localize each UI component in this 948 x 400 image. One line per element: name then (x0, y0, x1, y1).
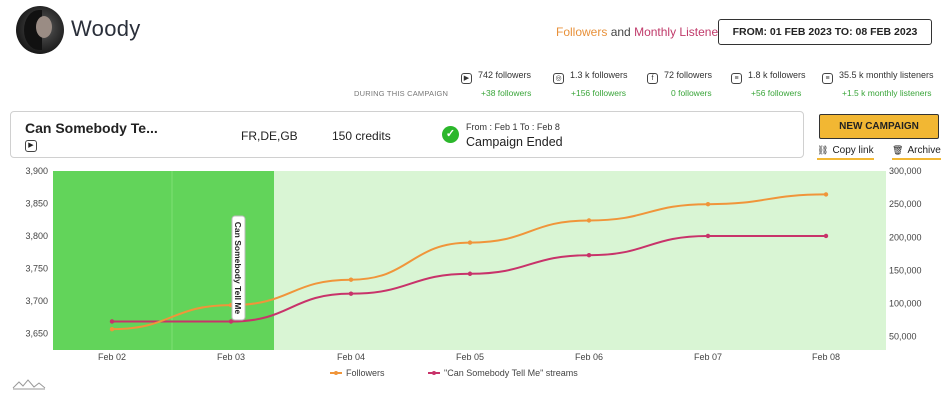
stat-spotify: ≡ 1.8 k followers +56 followers (731, 70, 806, 98)
during-campaign-label: DURING THIS CAMPAIGN (354, 89, 449, 98)
archive-label: Archive (907, 145, 941, 156)
y-left-tick-label: 3,850 (25, 199, 48, 209)
campaign-annotation: Can Somebody Tell Me (231, 215, 246, 321)
youtube-icon: ▶ (461, 73, 472, 84)
stat-delta: +1.5 k monthly listeners (842, 88, 932, 98)
trash-icon: 🗑 (892, 145, 904, 155)
archive-button[interactable]: 🗑 Archive (892, 145, 941, 160)
legend-and: and (610, 25, 631, 39)
stat-value: 72 followers (664, 70, 713, 80)
artist-name: Woody (71, 16, 141, 41)
new-campaign-button[interactable]: NEW CAMPAIGN (819, 114, 939, 139)
youtube-icon: ▶ (25, 140, 37, 152)
followers-point (348, 277, 354, 282)
campaign-card[interactable]: Can Somebody Te... ▶ FR,DE,GB 150 credit… (10, 111, 804, 158)
spotify-icon: ≡ (731, 73, 742, 84)
followers-point (705, 201, 711, 207)
streams-point (467, 271, 473, 276)
copy-link-button[interactable]: ⛓ Copy link (817, 145, 874, 160)
legend-streams-label: "Can Somebody Tell Me" streams (444, 368, 578, 378)
stat-monthly-listeners: ≡ 35.5 k monthly listeners +1.5 k monthly… (822, 70, 934, 98)
stat-value: 742 followers (478, 70, 532, 80)
stat-delta: 0 followers (671, 88, 712, 98)
y-right-tick-label: 50,000 (889, 332, 917, 342)
stat-value: 1.8 k followers (748, 70, 806, 80)
followers-point (109, 326, 115, 332)
y-left-tick-label: 3,800 (25, 231, 48, 241)
y-right-tick-label: 100,000 (889, 299, 922, 309)
x-tick-label: Feb 05 (456, 352, 484, 362)
y-left-tick-label: 3,700 (25, 296, 48, 306)
x-tick-label: Feb 02 (98, 352, 126, 362)
instagram-icon: ◎ (553, 73, 564, 84)
x-tick-label: Feb 04 (337, 352, 365, 362)
campaign-chart: 3,650 3,700 3,750 3,800 3,850 3,900 50,000 100,… (25, 166, 922, 378)
x-tick-label: Feb 03 (217, 352, 245, 362)
streams-point (705, 233, 711, 239)
metric-legend: Followers and Monthly Listeners (556, 25, 728, 39)
copy-link-label: Copy link (832, 145, 874, 156)
facebook-icon: f (647, 73, 658, 84)
stat-instagram: ◎ 1.3 k followers +156 followers (553, 70, 628, 98)
y-right-tick-label: 250,000 (889, 199, 922, 209)
streams-point (109, 319, 115, 324)
legend-streams-dot (432, 371, 436, 375)
legend-monthly-listeners: Monthly Listeners (634, 25, 729, 39)
y-left-tick-label: 3,650 (25, 329, 48, 339)
streams-point (823, 233, 829, 239)
campaign-title: Can Somebody Te... (25, 120, 158, 136)
stat-facebook: f 72 followers 0 followers (647, 70, 713, 98)
followers-point (467, 240, 473, 245)
streams-point (586, 252, 592, 258)
spotify-listeners-icon: ≡ (822, 73, 833, 84)
followers-point (586, 218, 592, 223)
annotation-text: Can Somebody Tell Me (233, 222, 243, 315)
x-tick-label: Feb 07 (694, 352, 722, 362)
campaign-dates: From : Feb 1 To : Feb 8 (466, 122, 560, 132)
y-right-tick-label: 150,000 (889, 265, 922, 275)
legend-followers-dot (334, 371, 338, 375)
campaign-credits: 150 credits (332, 129, 391, 143)
legend-followers-label: Followers (346, 368, 385, 378)
y-right-tick-label: 300,000 (889, 166, 922, 176)
legend-followers: Followers (556, 25, 608, 39)
link-icon: ⛓ (817, 145, 829, 155)
artist-avatar (16, 6, 64, 54)
check-icon: ✓ (442, 126, 459, 143)
date-range-button[interactable]: FROM: 01 FEB 2023 TO: 08 FEB 2023 (718, 19, 932, 45)
followers-point (823, 192, 829, 197)
streams-point (348, 291, 354, 296)
stat-youtube: ▶ 742 followers +38 followers (461, 70, 532, 98)
annotation-box (231, 215, 246, 321)
y-left-tick-label: 3,900 (25, 166, 48, 176)
y-left-tick-label: 3,750 (25, 264, 48, 274)
y-right-tick-label: 200,000 (889, 232, 922, 242)
chart-type-icon[interactable] (12, 378, 46, 390)
campaign-status: Campaign Ended (466, 135, 563, 149)
x-tick-label: Feb 08 (812, 352, 840, 362)
stat-delta: +156 followers (571, 88, 627, 98)
streams-point (228, 319, 234, 324)
x-tick-label: Feb 06 (575, 352, 603, 362)
stat-value: 35.5 k monthly listeners (839, 70, 934, 80)
campaign-countries: FR,DE,GB (241, 129, 298, 143)
stat-delta: +56 followers (751, 88, 802, 98)
stat-value: 1.3 k followers (570, 70, 628, 80)
stat-delta: +38 followers (481, 88, 532, 98)
